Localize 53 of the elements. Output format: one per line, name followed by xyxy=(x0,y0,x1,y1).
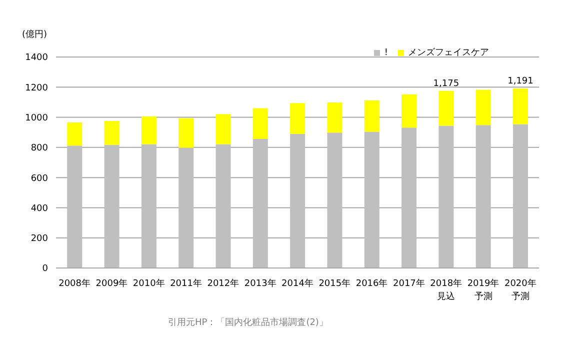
total-label: 1,191 xyxy=(508,76,534,86)
bar xyxy=(402,128,417,268)
bar xyxy=(402,94,417,128)
bar xyxy=(252,138,268,268)
bar xyxy=(141,144,156,268)
bar xyxy=(438,126,454,268)
x-tick-label: 2018年見込 xyxy=(430,278,462,302)
y-tick-label: 600 xyxy=(30,174,48,184)
y-tick-label: 0 xyxy=(42,264,48,274)
bar xyxy=(67,122,82,146)
y-tick-label: 800 xyxy=(30,144,48,154)
bar xyxy=(327,132,342,268)
legend-label: ! xyxy=(384,48,388,58)
y-tick-label: 1400 xyxy=(25,53,48,64)
bar xyxy=(216,144,231,268)
bar xyxy=(178,148,194,268)
bar xyxy=(512,124,528,268)
bar xyxy=(290,103,306,134)
x-tick-label: 2008年 xyxy=(58,278,91,289)
text: 引用元HP：「国内化粧品市場調査(2)」 xyxy=(168,316,329,329)
total-label: 1,175 xyxy=(433,78,460,89)
y-tick-label: 1200 xyxy=(25,83,48,94)
x-tick-label: 2019年予測 xyxy=(467,278,500,302)
bar xyxy=(327,102,342,133)
bar xyxy=(438,90,454,126)
bar xyxy=(178,118,194,148)
bar xyxy=(290,134,306,268)
y-tick-label: 400 xyxy=(30,204,48,214)
bar xyxy=(104,121,120,145)
x-tick-label: 2012年 xyxy=(207,278,240,289)
bar xyxy=(364,100,380,132)
bar xyxy=(512,88,528,124)
bar xyxy=(216,114,231,144)
y-tick-label: 200 xyxy=(30,234,48,244)
y-tick-label: 1000 xyxy=(25,113,48,124)
bar xyxy=(476,125,491,268)
x-tick-label: 2017年 xyxy=(393,278,425,289)
x-tick-label: 2016年 xyxy=(356,278,388,289)
x-tick-label: 2010年 xyxy=(132,278,165,289)
bar xyxy=(67,146,82,268)
x-tick-label: 2014年 xyxy=(282,278,314,289)
x-tick-label: 2020年予測 xyxy=(504,278,536,302)
bar xyxy=(364,132,380,268)
bar xyxy=(252,108,268,139)
bar xyxy=(141,116,156,144)
bar xyxy=(104,144,120,268)
x-tick-label: 2011年 xyxy=(170,278,202,289)
x-tick-label: 2009年 xyxy=(96,278,128,289)
x-tick-label: 2013年 xyxy=(244,278,276,289)
y-axis-title: (億円) xyxy=(22,28,48,41)
legend-label: メンズフェイスケア xyxy=(408,48,489,58)
bar xyxy=(476,90,491,126)
x-tick-label: 2015年 xyxy=(318,278,351,289)
